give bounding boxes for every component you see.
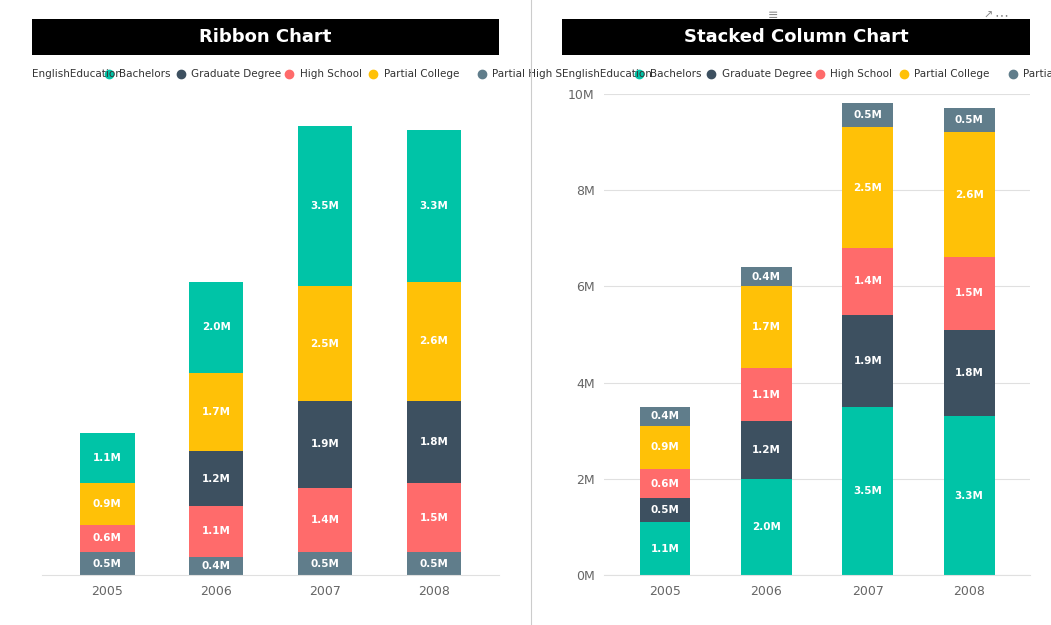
Bar [407,552,461,575]
Bar [80,524,135,552]
Bar [640,522,691,575]
Text: 1.8M: 1.8M [419,437,449,447]
Bar [640,406,691,426]
Text: 1.8M: 1.8M [954,368,984,378]
Text: Graduate Degree: Graduate Degree [722,69,811,79]
Bar [297,286,352,401]
Text: 1.2M: 1.2M [202,474,230,484]
Bar [80,433,135,483]
Bar [407,282,461,401]
Text: 3.5M: 3.5M [311,201,339,211]
Text: 1.1M: 1.1M [92,453,122,463]
Bar [944,132,994,258]
Text: 3.3M: 3.3M [419,201,449,211]
Text: 1.9M: 1.9M [853,356,882,366]
Bar [640,426,691,469]
Text: Bachelors: Bachelors [119,69,170,79]
Bar [741,479,791,575]
Text: 2.5M: 2.5M [311,339,339,349]
Bar [189,451,244,506]
Bar [189,557,244,575]
Text: ≡: ≡ [767,9,778,22]
Text: ↗: ↗ [984,11,992,21]
Bar [843,406,893,575]
Text: 1.4M: 1.4M [310,515,339,525]
Bar [297,488,352,552]
Bar [843,103,893,127]
Text: EnglishEducation: EnglishEducation [562,69,653,79]
Bar [640,498,691,522]
Text: 1.1M: 1.1M [753,389,781,399]
Text: 2.6M: 2.6M [419,336,449,346]
Text: 1.7M: 1.7M [751,322,781,332]
Text: 3.3M: 3.3M [954,491,984,501]
Bar [640,469,691,498]
Text: 0.4M: 0.4M [202,561,231,571]
Bar [843,248,893,315]
Bar [189,373,244,451]
Text: 3.5M: 3.5M [853,486,882,496]
Bar [944,258,994,329]
Text: 1.5M: 1.5M [954,289,984,299]
Text: 0.5M: 0.5M [853,111,882,121]
Text: 0.9M: 0.9M [651,442,680,452]
Bar [297,552,352,575]
Bar [297,401,352,488]
Text: 0.6M: 0.6M [92,533,122,543]
Bar [80,483,135,524]
Text: 0.5M: 0.5M [651,505,680,515]
Text: EnglishEducation: EnglishEducation [32,69,122,79]
Text: 1.4M: 1.4M [853,276,883,286]
Text: 1.7M: 1.7M [202,408,231,418]
Bar [741,368,791,421]
Text: 0.5M: 0.5M [92,559,122,569]
Bar [741,286,791,368]
Text: Stacked Column Chart: Stacked Column Chart [684,28,908,46]
Text: 1.1M: 1.1M [202,526,230,536]
Text: 2.5M: 2.5M [853,182,882,192]
Text: 1.1M: 1.1M [651,544,680,554]
Text: 0.5M: 0.5M [311,559,339,569]
Bar [189,506,244,557]
Text: 2.0M: 2.0M [753,522,781,532]
Text: 0.5M: 0.5M [954,115,984,125]
Text: Graduate Degree: Graduate Degree [191,69,281,79]
Text: Partial High School: Partial High School [1023,69,1051,79]
Text: 0.5M: 0.5M [419,559,449,569]
Text: 2.0M: 2.0M [202,322,230,332]
Bar [843,315,893,406]
Text: High School: High School [830,69,892,79]
Text: ⋯: ⋯ [994,9,1009,22]
Text: 1.2M: 1.2M [753,445,781,455]
Text: 0.6M: 0.6M [651,479,680,489]
Text: 2.6M: 2.6M [954,190,984,200]
Bar [843,127,893,248]
Bar [944,416,994,575]
Bar [407,401,461,483]
Bar [407,483,461,552]
Text: 0.4M: 0.4M [651,411,680,421]
Bar [80,552,135,575]
Bar [741,267,791,286]
Bar [407,131,461,282]
Text: Bachelors: Bachelors [650,69,701,79]
Text: Ribbon Chart: Ribbon Chart [200,28,331,46]
Bar [944,108,994,132]
Text: 1.5M: 1.5M [419,512,449,522]
Text: 0.4M: 0.4M [751,272,781,282]
Bar [189,282,244,373]
Text: 0.9M: 0.9M [92,499,122,509]
Bar [741,421,791,479]
Text: Partial College: Partial College [914,69,990,79]
Bar [297,126,352,286]
Text: Partial High School: Partial High School [492,69,591,79]
Text: 1.9M: 1.9M [311,439,339,449]
Text: High School: High School [300,69,362,79]
Text: Partial College: Partial College [384,69,459,79]
Bar [944,329,994,416]
